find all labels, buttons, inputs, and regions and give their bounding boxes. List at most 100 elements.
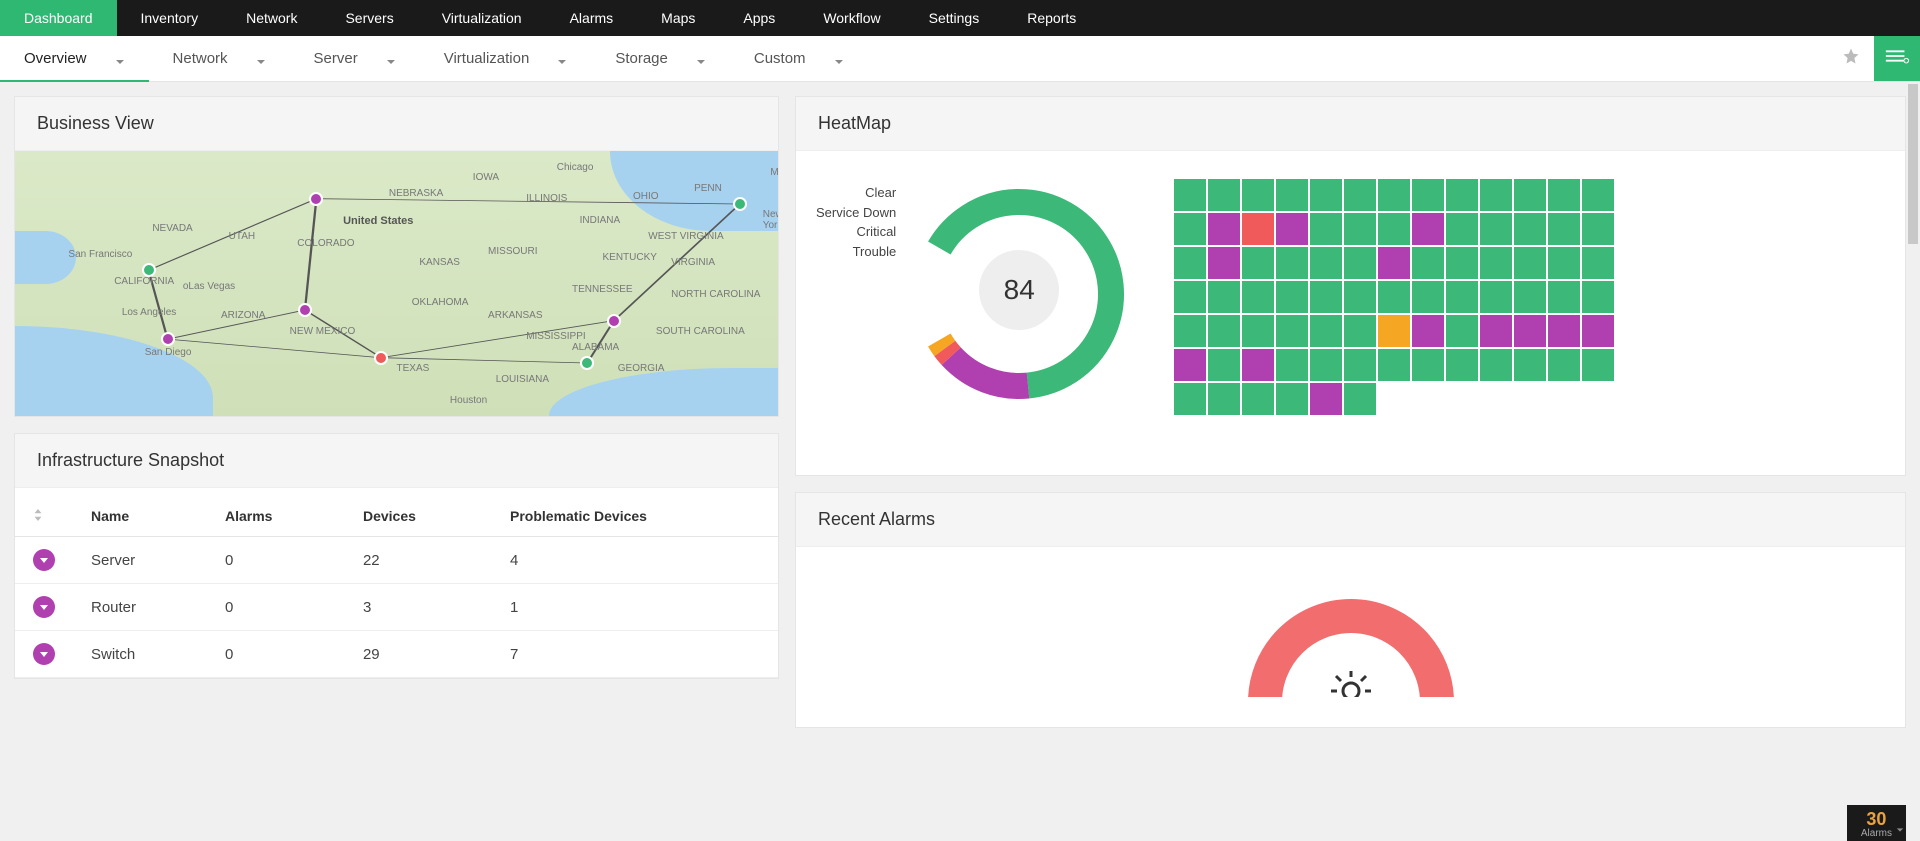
- table-header[interactable]: Problematic Devices: [492, 496, 778, 537]
- heatmap-cell[interactable]: [1242, 247, 1274, 279]
- donut-chart[interactable]: 84: [904, 179, 1134, 409]
- heatmap-cell[interactable]: [1378, 349, 1410, 381]
- heatmap-cell[interactable]: [1480, 315, 1512, 347]
- heatmap-cell[interactable]: [1480, 349, 1512, 381]
- heatmap-cell[interactable]: [1582, 315, 1614, 347]
- heatmap-cell[interactable]: [1310, 213, 1342, 245]
- heatmap-cell[interactable]: [1242, 349, 1274, 381]
- heatmap-cell[interactable]: [1582, 247, 1614, 279]
- map-node[interactable]: [309, 192, 323, 206]
- heatmap-cell[interactable]: [1446, 247, 1478, 279]
- heatmap-cell[interactable]: [1378, 281, 1410, 313]
- heatmap-cell[interactable]: [1446, 179, 1478, 211]
- map-node[interactable]: [580, 356, 594, 370]
- heatmap-cell[interactable]: [1480, 179, 1512, 211]
- heatmap-cell[interactable]: [1174, 247, 1206, 279]
- heatmap-cell[interactable]: [1412, 213, 1444, 245]
- heatmap-cell[interactable]: [1378, 179, 1410, 211]
- heatmap-cell[interactable]: [1276, 383, 1308, 415]
- heatmap-cell[interactable]: [1412, 179, 1444, 211]
- heatmap-cell[interactable]: [1412, 247, 1444, 279]
- heatmap-cell[interactable]: [1276, 247, 1308, 279]
- heatmap-cell[interactable]: [1344, 247, 1376, 279]
- heatmap-cell[interactable]: [1242, 281, 1274, 313]
- heatmap-cell[interactable]: [1344, 179, 1376, 211]
- heatmap-cell[interactable]: [1412, 281, 1444, 313]
- heatmap-cell[interactable]: [1208, 349, 1240, 381]
- heatmap-cell[interactable]: [1514, 247, 1546, 279]
- heatmap-cell[interactable]: [1276, 349, 1308, 381]
- topnav-item-alarms[interactable]: Alarms: [546, 0, 638, 36]
- heatmap-cell[interactable]: [1378, 247, 1410, 279]
- heatmap-cell[interactable]: [1276, 213, 1308, 245]
- scrollbar-thumb[interactable]: [1908, 84, 1918, 244]
- heatmap-cell[interactable]: [1514, 349, 1546, 381]
- heatmap-cell[interactable]: [1242, 315, 1274, 347]
- heatmap-cell[interactable]: [1514, 179, 1546, 211]
- topnav-item-apps[interactable]: Apps: [719, 0, 799, 36]
- table-header[interactable]: Alarms: [207, 496, 345, 537]
- heatmap-cell[interactable]: [1310, 383, 1342, 415]
- topnav-item-maps[interactable]: Maps: [637, 0, 719, 36]
- heatmap-cell[interactable]: [1310, 281, 1342, 313]
- heatmap-cell[interactable]: [1480, 213, 1512, 245]
- heatmap-cell[interactable]: [1310, 315, 1342, 347]
- heatmap-cell[interactable]: [1548, 247, 1580, 279]
- add-widget-button[interactable]: [1874, 36, 1920, 81]
- topnav-item-servers[interactable]: Servers: [321, 0, 417, 36]
- topnav-item-dashboard[interactable]: Dashboard: [0, 0, 117, 36]
- heatmap-cell[interactable]: [1548, 179, 1580, 211]
- heatmap-cell[interactable]: [1514, 213, 1546, 245]
- heatmap-cell[interactable]: [1412, 349, 1444, 381]
- heatmap-cell[interactable]: [1446, 315, 1478, 347]
- heatmap-cell[interactable]: [1242, 213, 1274, 245]
- heatmap-grid[interactable]: [1174, 179, 1614, 415]
- alarm-ring-chart[interactable]: [1236, 577, 1466, 697]
- heatmap-cell[interactable]: [1174, 349, 1206, 381]
- heatmap-cell[interactable]: [1548, 349, 1580, 381]
- heatmap-cell[interactable]: [1412, 315, 1444, 347]
- heatmap-cell[interactable]: [1208, 213, 1240, 245]
- heatmap-cell[interactable]: [1276, 315, 1308, 347]
- heatmap-cell[interactable]: [1446, 213, 1478, 245]
- heatmap-cell[interactable]: [1548, 315, 1580, 347]
- heatmap-cell[interactable]: [1480, 247, 1512, 279]
- heatmap-cell[interactable]: [1344, 281, 1376, 313]
- heatmap-cell[interactable]: [1378, 315, 1410, 347]
- table-row[interactable]: Switch0297: [15, 631, 778, 678]
- heatmap-cell[interactable]: [1276, 179, 1308, 211]
- heatmap-cell[interactable]: [1548, 281, 1580, 313]
- subnav-item-custom[interactable]: Custom: [730, 36, 868, 81]
- map-node[interactable]: [142, 263, 156, 277]
- heatmap-cell[interactable]: [1344, 349, 1376, 381]
- heatmap-cell[interactable]: [1174, 281, 1206, 313]
- heatmap-cell[interactable]: [1208, 179, 1240, 211]
- topnav-item-inventory[interactable]: Inventory: [117, 0, 223, 36]
- scrollbar[interactable]: [1906, 84, 1920, 841]
- heatmap-cell[interactable]: [1310, 247, 1342, 279]
- topnav-item-reports[interactable]: Reports: [1003, 0, 1100, 36]
- map-node[interactable]: [298, 303, 312, 317]
- heatmap-cell[interactable]: [1208, 247, 1240, 279]
- heatmap-cell[interactable]: [1514, 315, 1546, 347]
- heatmap-cell[interactable]: [1310, 179, 1342, 211]
- heatmap-cell[interactable]: [1174, 315, 1206, 347]
- sort-icon[interactable]: [33, 508, 43, 524]
- favorite-star-button[interactable]: [1828, 36, 1874, 81]
- heatmap-cell[interactable]: [1582, 349, 1614, 381]
- alarms-badge[interactable]: 30 Alarms: [1847, 805, 1906, 841]
- heatmap-cell[interactable]: [1174, 213, 1206, 245]
- table-header[interactable]: Devices: [345, 496, 492, 537]
- map-node[interactable]: [607, 314, 621, 328]
- topnav-item-network[interactable]: Network: [222, 0, 321, 36]
- heatmap-cell[interactable]: [1344, 213, 1376, 245]
- topnav-item-settings[interactable]: Settings: [905, 0, 1004, 36]
- heatmap-cell[interactable]: [1208, 315, 1240, 347]
- table-header[interactable]: Name: [73, 496, 207, 537]
- heatmap-cell[interactable]: [1310, 349, 1342, 381]
- heatmap-cell[interactable]: [1174, 383, 1206, 415]
- map-widget[interactable]: United StatesSan FranciscoCALIFORNIALos …: [15, 151, 778, 416]
- heatmap-cell[interactable]: [1276, 281, 1308, 313]
- subnav-item-overview[interactable]: Overview: [0, 36, 149, 81]
- heatmap-cell[interactable]: [1208, 281, 1240, 313]
